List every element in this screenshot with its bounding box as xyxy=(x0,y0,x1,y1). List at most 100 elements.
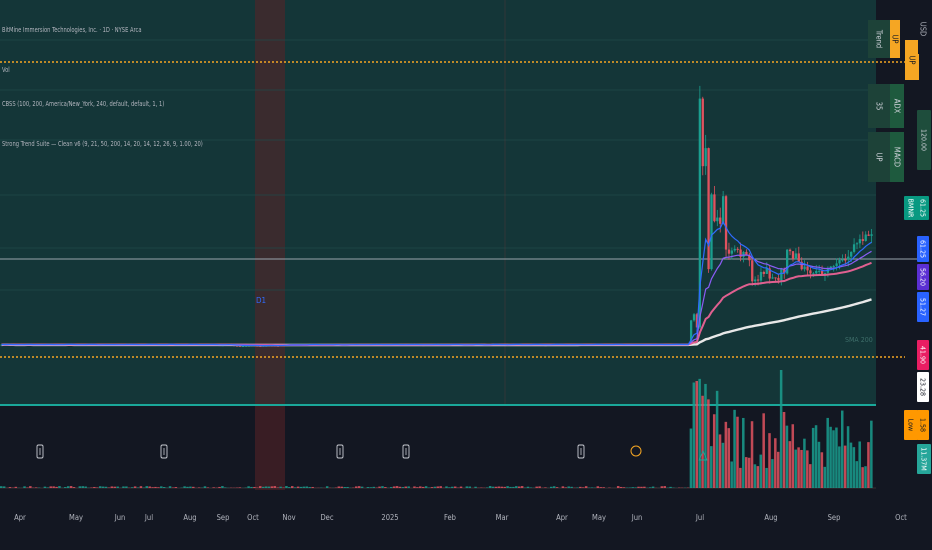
candle xyxy=(753,279,757,282)
macd-label: MACD xyxy=(893,147,902,167)
candle xyxy=(710,194,713,270)
candle xyxy=(791,251,795,260)
candle xyxy=(800,261,803,270)
volume-bar xyxy=(384,487,387,488)
volume-bar xyxy=(835,427,838,488)
volume-bar xyxy=(389,487,393,488)
volume-bar xyxy=(704,383,707,488)
volume-bar xyxy=(421,486,425,488)
volume-bar xyxy=(407,486,410,488)
x-axis-label: Aug xyxy=(764,513,777,522)
candle xyxy=(829,266,832,268)
volume-bar xyxy=(104,486,108,488)
volume-bar xyxy=(302,486,306,488)
volume-bars xyxy=(0,370,873,488)
volume-bar xyxy=(116,486,119,488)
x-axis-label: Nov xyxy=(282,513,295,522)
volume-bar xyxy=(776,451,780,488)
volume-bar xyxy=(526,486,530,488)
volume-bar xyxy=(98,486,102,488)
volume-bar xyxy=(130,487,134,488)
volume-bar xyxy=(340,486,343,488)
candle xyxy=(0,344,3,346)
volume-bar xyxy=(823,466,827,488)
candle xyxy=(820,270,824,276)
split-marker xyxy=(698,449,708,461)
volume-bar xyxy=(849,442,853,488)
volume-bar xyxy=(299,486,303,488)
volume-bar xyxy=(357,486,361,488)
candle xyxy=(704,148,707,167)
legend-trend-suite[interactable]: Strong Trend Suite — Clean v6 (9, 21, 50… xyxy=(2,140,203,148)
candle xyxy=(841,259,844,261)
volume-bar xyxy=(695,381,698,488)
candle xyxy=(852,244,856,252)
volume-bar xyxy=(584,486,588,488)
candle xyxy=(736,248,739,250)
volume-bar xyxy=(453,486,457,488)
volume-bar xyxy=(535,486,538,488)
earnings-marker xyxy=(36,444,44,459)
price-tag-label: 11.37M xyxy=(920,447,928,470)
volume-bar xyxy=(564,487,568,488)
earnings-marker xyxy=(160,444,168,459)
volume-bar xyxy=(81,486,84,488)
volume-bar xyxy=(419,486,422,488)
volume-bar xyxy=(78,486,82,488)
volume-bar xyxy=(797,447,800,488)
price-tag xyxy=(917,110,931,170)
candle xyxy=(783,269,786,274)
candle xyxy=(259,345,262,347)
volume-bar xyxy=(485,487,489,488)
price-tag xyxy=(917,340,929,370)
volume-bar xyxy=(288,487,291,488)
volume-bar xyxy=(404,486,407,488)
volume-bar xyxy=(325,486,329,488)
volume-bar xyxy=(643,486,646,488)
ema9-line xyxy=(1,220,872,347)
volume-bar xyxy=(43,486,47,488)
earnings-marker xyxy=(402,444,410,459)
x-axis-label: Mar xyxy=(496,513,509,522)
candle xyxy=(803,266,806,270)
volume-bar xyxy=(221,486,224,488)
trend-label-cell xyxy=(868,20,890,58)
legend-symbol[interactable]: BitMine Immersion Technologies, Inc. · 1… xyxy=(2,26,142,34)
candle xyxy=(701,98,704,167)
x-axis-label: May xyxy=(592,513,606,522)
volume-bar xyxy=(538,486,541,488)
volume-bar xyxy=(840,410,844,488)
volume-bar xyxy=(157,487,160,488)
volume-bar xyxy=(93,486,96,488)
legend-volume[interactable]: Vol xyxy=(2,66,10,74)
volume-bar xyxy=(151,487,154,488)
volume-bar xyxy=(779,370,783,488)
volume-bar xyxy=(160,486,163,488)
volume-bar xyxy=(838,446,841,488)
candle xyxy=(780,269,783,281)
volume-bar xyxy=(55,486,58,488)
x-axis-label: Oct xyxy=(895,513,907,522)
volume-bar xyxy=(567,486,570,488)
volume-bar xyxy=(439,486,442,488)
volume-bar xyxy=(148,486,151,488)
volume-bar xyxy=(465,486,469,488)
currency-cell xyxy=(918,4,928,54)
candle xyxy=(806,266,809,271)
volume-bar xyxy=(750,421,754,488)
volume-bar xyxy=(494,486,498,488)
volume-bar xyxy=(311,486,314,488)
x-axis-label: Jun xyxy=(631,513,643,522)
price-tag xyxy=(917,196,929,220)
volume-bar xyxy=(715,390,719,488)
volume-bar xyxy=(820,452,824,488)
volume-bar xyxy=(832,430,835,488)
candle xyxy=(244,345,248,347)
volume-bar xyxy=(747,457,751,488)
volume-bar xyxy=(634,487,637,488)
price-tag-label: 61.25 xyxy=(919,199,927,217)
legend-cbss[interactable]: CBSS (100, 200, America/New_York, 240, d… xyxy=(2,100,165,108)
volume-bar xyxy=(101,486,105,488)
volume-bar xyxy=(474,486,477,488)
